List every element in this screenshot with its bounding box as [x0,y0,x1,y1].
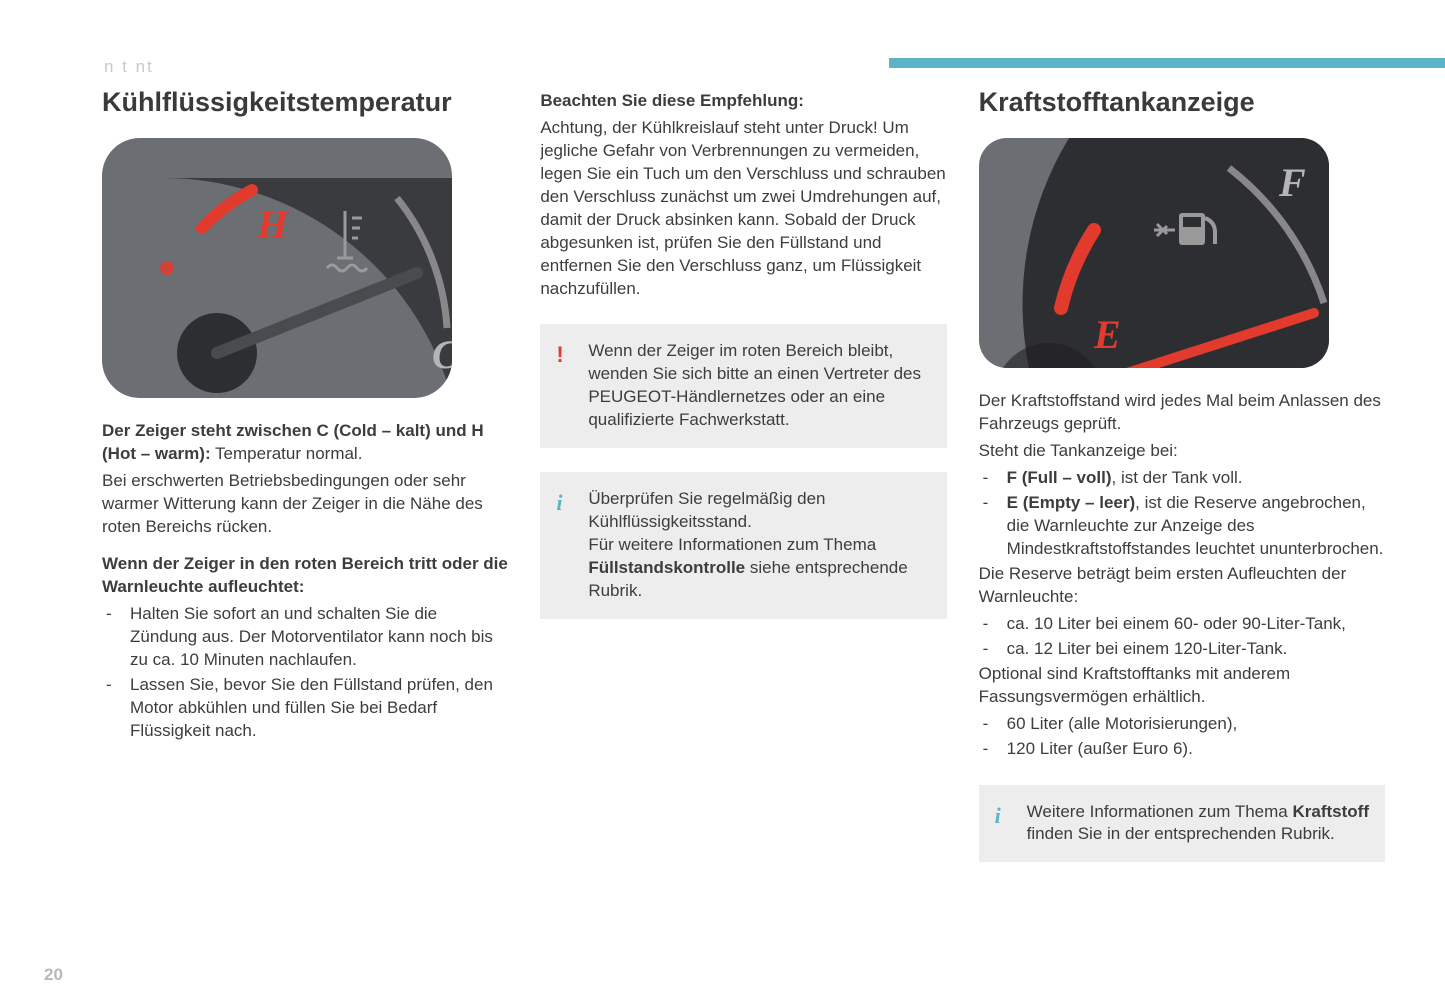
coolant-warm-weather-text: Bei erschwerten Betriebsbedingungen oder… [102,470,508,539]
list-item: F (Full – voll), ist der Tank voll. [979,467,1385,490]
info-check-text: Überprüfen Sie regelmäßig den Kühlflüssi… [588,489,825,531]
fuel-states-list: F (Full – voll), ist der Tank voll. E (E… [979,467,1385,561]
recommendation-heading: Beachten Sie diese Empfehlung: [540,90,946,113]
warning-note: Wenn der Zeiger im roten Bereich bleibt,… [540,324,946,448]
list-item: ca. 12 Liter bei einem 120-Liter-Tank. [979,638,1385,661]
info-note-fuel: Weitere Informationen zum Thema Kraftsto… [979,785,1385,863]
tank-options-intro: Optional sind Kraftstofftanks mit andere… [979,663,1385,709]
list-item: Lassen Sie, bevor Sie den Füllstand prüf… [102,674,508,743]
coolant-redzone-list: Halten Sie sofort an und schalten Sie di… [102,603,508,743]
info-more-prefix: Für weitere Informationen zum Thema [588,535,876,554]
fuel-info-bold: Kraftstoff [1292,802,1369,821]
fuel-info-suffix: finden Sie in der entsprechenden Rubrik. [1027,824,1335,843]
warning-text: Wenn der Zeiger im roten Bereich bleibt,… [588,341,921,429]
fuel-title: Kraftstofftankanzeige [979,84,1385,120]
page-number: 20 [44,964,63,987]
svg-text:E: E [1093,312,1121,357]
coolant-para-normal: Der Zeiger steht zwischen C (Cold – kalt… [102,420,508,539]
reserve-list: ca. 10 Liter bei einem 60- oder 90-Liter… [979,613,1385,661]
coolant-title: Kühlflüssigkeitstemperatur [102,84,508,120]
list-item: ca. 10 Liter bei einem 60- oder 90-Liter… [979,613,1385,636]
svg-text:C: C [432,332,452,377]
info-more-bold: Füllstandskontrolle [588,558,745,577]
info-note-coolant: Überprüfen Sie regelmäßig den Kühlflüssi… [540,472,946,619]
header-accent-band [889,58,1445,68]
fuel-gauge-icon: F E [979,138,1329,368]
header-ghost-text: n t nt [104,56,154,79]
coolant-gauge-icon: H C [102,138,452,398]
fuel-gauge-figure: F E [979,138,1329,368]
list-item: Halten Sie sofort an und schalten Sie di… [102,603,508,672]
reserve-intro: Die Reserve beträgt beim ersten Aufleuch… [979,563,1385,609]
list-item: 120 Liter (außer Euro 6). [979,738,1385,761]
fuel-check-text: Der Kraftstoffstand wird jedes Mal beim … [979,390,1385,436]
page-content: Kühlflüssigkeitstemperatur H C [102,84,1385,862]
svg-text:F: F [1278,160,1306,205]
fuel-empty-label: E (Empty – leer) [1007,493,1136,512]
svg-text:H: H [256,202,290,247]
column-fuel: Kraftstofftankanzeige F E Der Kraftstoff [979,84,1385,862]
list-item: 60 Liter (alle Motorisierungen), [979,713,1385,736]
coolant-redzone-heading: Wenn der Zeiger in den roten Bereich tri… [102,553,508,599]
fuel-states-intro: Steht die Tankanzeige bei: [979,440,1385,463]
recommendation-text: Achtung, der Kühlkreislauf steht unter D… [540,117,946,301]
coolant-redzone-block: Wenn der Zeiger in den roten Bereich tri… [102,553,508,743]
coolant-normal-text: Temperatur normal. [211,444,363,463]
fuel-full-label: F (Full – voll) [1007,468,1112,487]
list-item: E (Empty – leer), ist die Reserve angebr… [979,492,1385,561]
column-coolant: Kühlflüssigkeitstemperatur H C [102,84,508,862]
tank-options-list: 60 Liter (alle Motorisierungen), 120 Lit… [979,713,1385,761]
coolant-gauge-figure: H C [102,138,452,398]
fuel-info-prefix: Weitere Informationen zum Thema [1027,802,1293,821]
column-recommendation: Beachten Sie diese Empfehlung: Achtung, … [540,84,946,862]
fuel-full-text: , ist der Tank voll. [1112,468,1243,487]
